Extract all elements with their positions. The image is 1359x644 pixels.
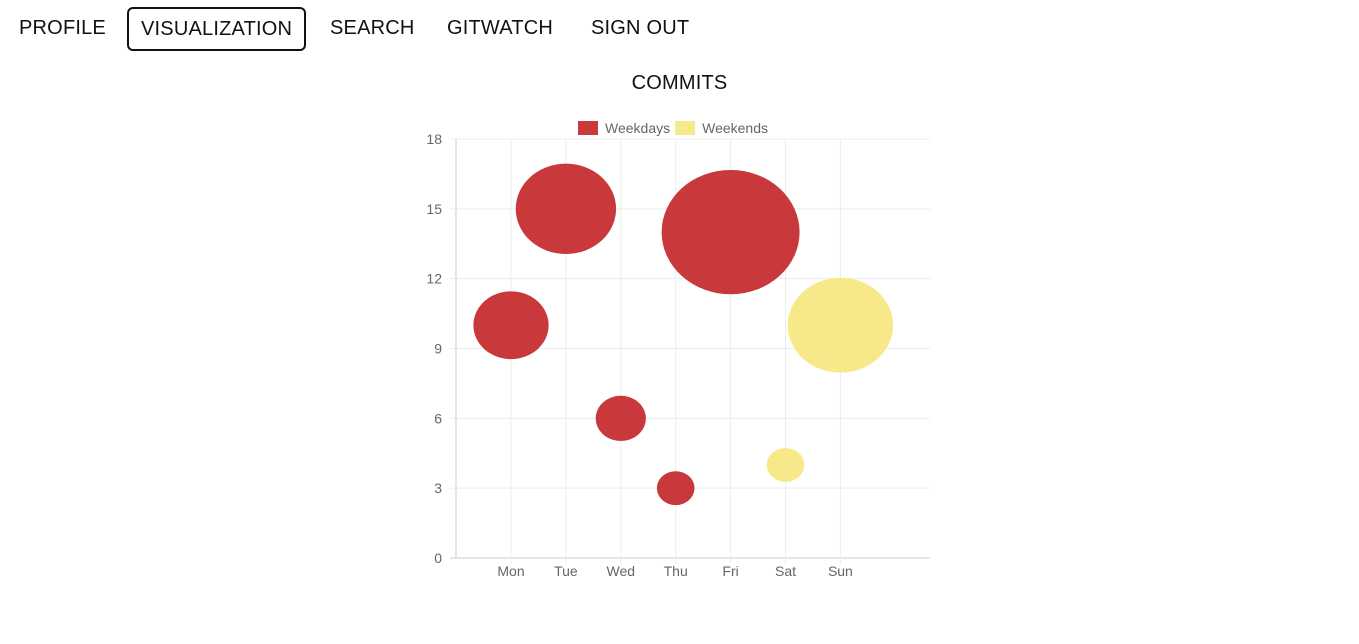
y-tick-label: 0: [434, 550, 442, 566]
nav-profile[interactable]: PROFILE: [19, 17, 106, 39]
y-tick-label: 18: [426, 131, 442, 147]
x-tick-label: Thu: [664, 563, 688, 579]
x-tick-label: Wed: [607, 563, 636, 579]
x-tick-label: Sat: [775, 563, 796, 579]
y-tick-label: 3: [434, 480, 442, 496]
bubble-weekends-sun: [787, 277, 894, 373]
nav-visualization[interactable]: VISUALIZATION: [127, 7, 307, 51]
nav-search[interactable]: SEARCH: [330, 17, 415, 39]
bubble-weekdays-mon: [473, 291, 549, 360]
x-tick-label: Fri: [722, 563, 738, 579]
bubble-weekdays-thu: [656, 471, 695, 506]
x-tick-label: Tue: [554, 563, 578, 579]
x-tick-label: Mon: [497, 563, 524, 579]
chart-title: COMMITS: [631, 72, 728, 94]
y-tick-label: 9: [434, 341, 442, 357]
y-tick-label: 12: [426, 271, 442, 287]
bubble-weekends-sat: [766, 447, 805, 482]
nav-sign-out[interactable]: SIGN OUT: [591, 17, 690, 39]
legend-label-weekdays: Weekdays: [605, 120, 670, 136]
bubble-weekdays-fri: [661, 169, 800, 295]
legend-swatch-weekdays: [578, 121, 598, 135]
legend-swatch-weekends: [675, 121, 696, 135]
nav-gitwatch[interactable]: GITWATCH: [447, 17, 554, 39]
legend-label-weekends: Weekends: [702, 120, 768, 136]
bubble-weekdays-wed: [595, 395, 646, 441]
x-tick-label: Sun: [828, 563, 853, 579]
bubble-weekdays-tue: [515, 163, 617, 255]
y-tick-label: 6: [434, 410, 442, 426]
y-tick-label: 15: [426, 201, 442, 217]
